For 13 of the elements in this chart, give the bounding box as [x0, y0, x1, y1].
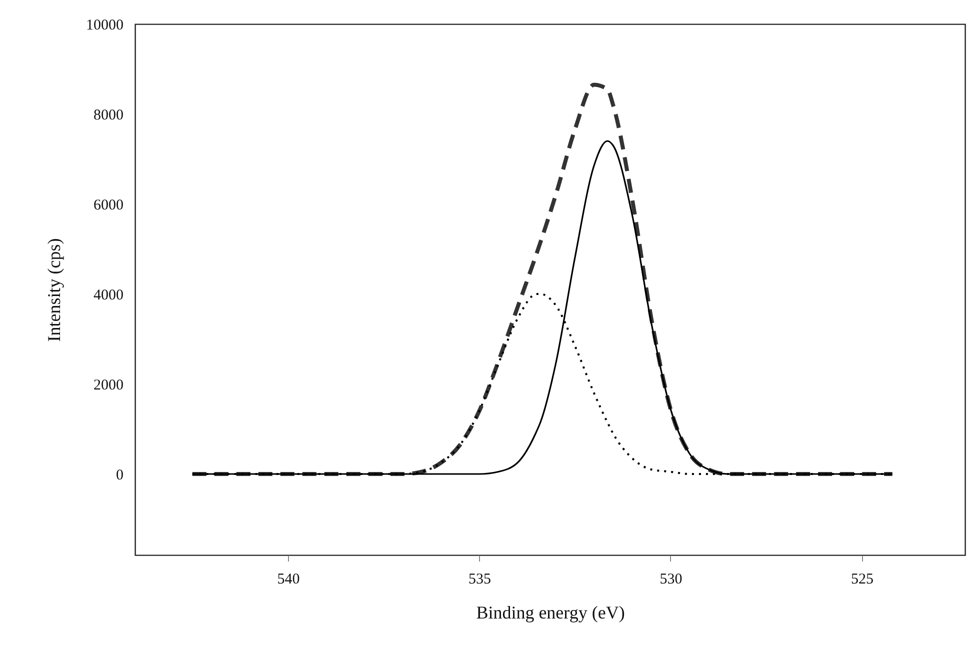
x-tick-label: 535 [468, 572, 491, 588]
x-tick-label: 525 [850, 572, 874, 588]
line-series [190, 82, 894, 476]
y-axis-title: Intensity (cps) [44, 238, 64, 342]
y-tick-label: 4000 [94, 288, 124, 304]
y-tick-label: 0 [116, 468, 124, 484]
y-tick-label: 10000 [86, 18, 124, 34]
y-tick-label: 2000 [94, 378, 124, 394]
x-axis-title: Binding energy (eV) [476, 602, 625, 622]
x-tick-label: 540 [277, 572, 300, 588]
y-tick-label: 6000 [94, 198, 124, 214]
x-tick-label: 530 [660, 572, 682, 588]
y-tick-label: 8000 [94, 108, 124, 124]
